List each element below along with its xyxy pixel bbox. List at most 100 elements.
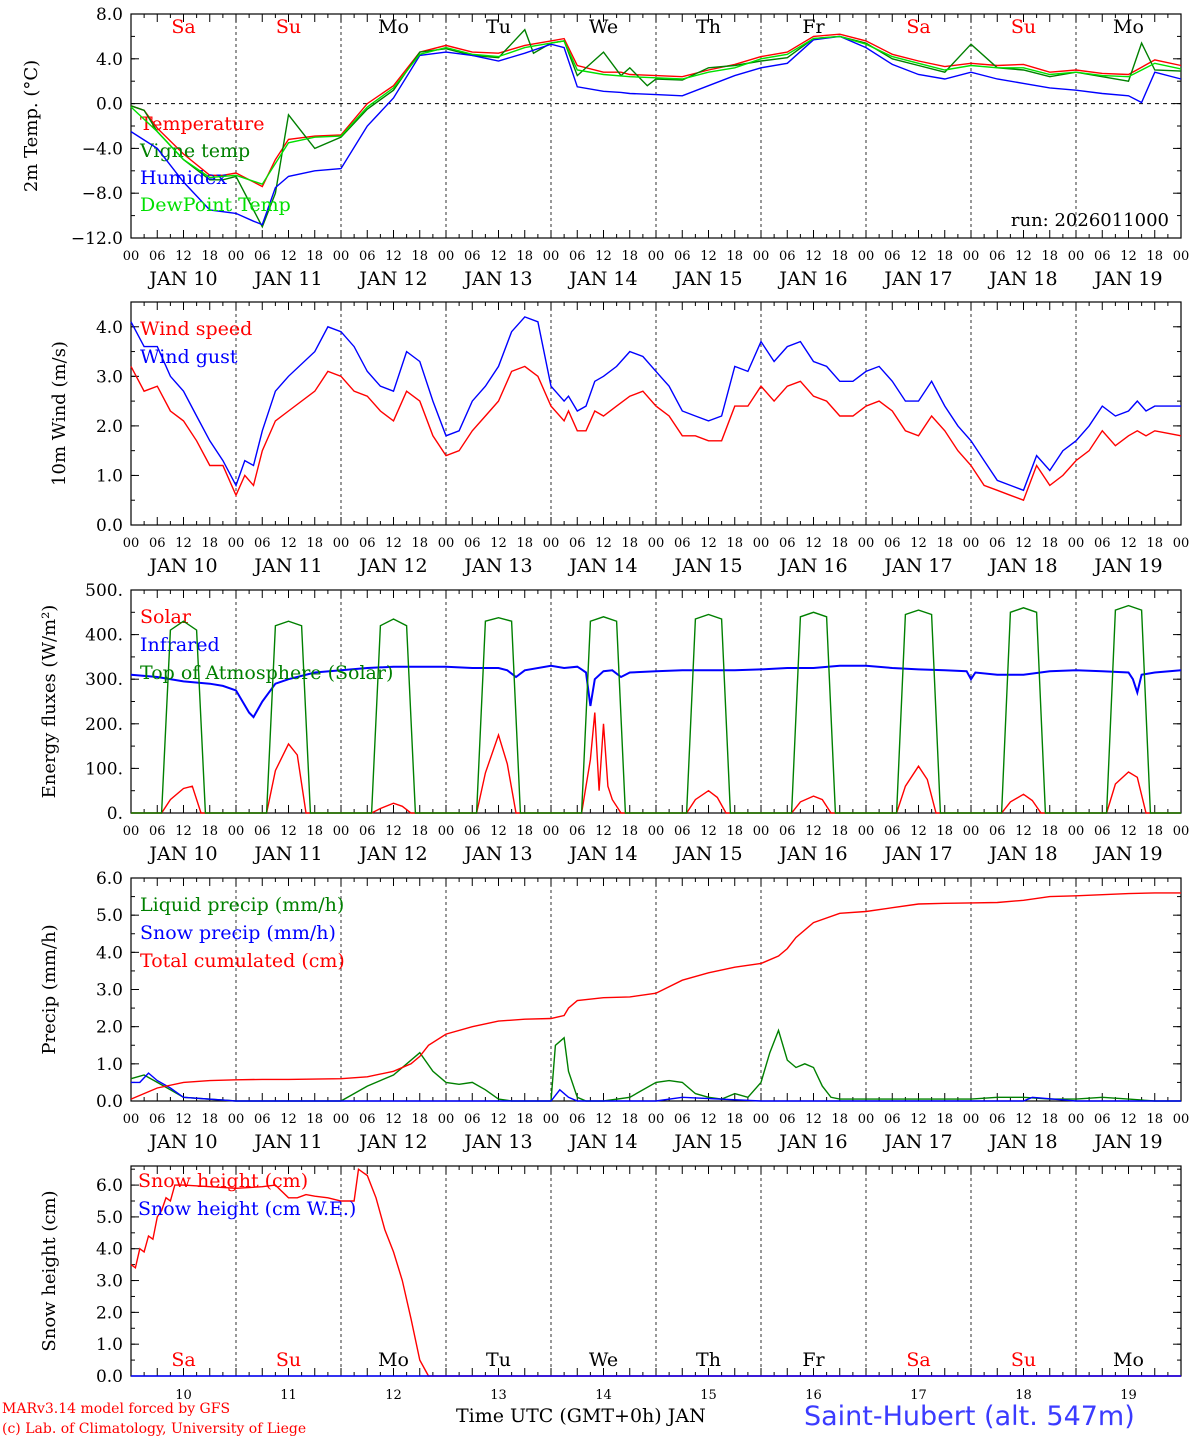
panel2-hour-label: 06 (674, 536, 691, 551)
panel2-hour-label: 18 (411, 536, 428, 551)
panel2-ytick-label: 1.0 (96, 466, 123, 486)
panel5-day-number: 18 (1015, 1388, 1032, 1403)
panel2-hour-label: 12 (1120, 536, 1137, 551)
panel1-hour-label: 12 (1120, 249, 1137, 264)
panel5-day-number: 13 (490, 1388, 507, 1403)
panel2-hour-label: 06 (569, 536, 586, 551)
panel2-hour-label: 00 (963, 536, 980, 551)
panel3-hour-label: 00 (123, 824, 140, 839)
panel1-weekday-label: Sa (906, 16, 930, 38)
panel1-hour-label: 06 (779, 249, 796, 264)
panel5-day-number: 17 (910, 1388, 927, 1403)
panel2-hour-label: 00 (1068, 536, 1085, 551)
panel4-hour-label: 06 (149, 1112, 166, 1127)
panel1-date-label: JAN 14 (567, 268, 637, 290)
panel4-hour-label: 00 (648, 1112, 665, 1127)
panel4-series-liquid-precip-mm-h- (130, 1028, 1181, 1102)
panel3-hour-label: 06 (254, 824, 271, 839)
panel3-date-label: JAN 15 (672, 843, 742, 865)
panel2-hour-label: 00 (333, 536, 350, 551)
panel3-hour-label: 18 (201, 824, 218, 839)
panel2-ytick-label: 0.0 (96, 516, 123, 536)
panel3-date-label: JAN 12 (357, 843, 427, 865)
panel4-hour-label: 00 (858, 1112, 875, 1127)
panel4-date-label: JAN 13 (462, 1131, 532, 1153)
panel1-weekday-label: Su (1011, 16, 1036, 38)
panel3-ylabel: Energy fluxes (W/m²) (39, 605, 60, 799)
panel4-hour-label: 06 (254, 1112, 271, 1127)
panel1-hour-label: 12 (805, 249, 822, 264)
panel5-weekday-label: Fr (802, 1349, 825, 1371)
panel2-hour-label: 18 (306, 536, 323, 551)
panel4-date-label: JAN 11 (252, 1131, 322, 1153)
panel4-date-label: JAN 12 (357, 1131, 427, 1153)
panel3-ytick-label: 100. (85, 759, 123, 779)
panel5-weekday-label: Th (696, 1349, 721, 1371)
panel2-date-label: JAN 18 (987, 555, 1057, 577)
panel3-date-label: JAN 17 (882, 843, 952, 865)
panel3-ytick-label: 0. (107, 804, 123, 824)
panel1-date-label: JAN 12 (357, 268, 427, 290)
panel4-hour-label: 00 (438, 1112, 455, 1127)
panel3-series-infrared (130, 664, 1182, 719)
panel3-hour-label: 00 (228, 824, 245, 839)
panel1-series-dewpoint-temp (130, 35, 1182, 186)
panel5-weekday-label: Su (1011, 1349, 1036, 1371)
panel3-hour-label: 12 (280, 824, 297, 839)
panel1-hour-label: 00 (753, 249, 770, 264)
panel1-hour-label: 18 (1146, 249, 1163, 264)
panel3-hour-label: 06 (779, 824, 796, 839)
panel2-hour-label: 12 (910, 536, 927, 551)
panel1-hour-label: 00 (648, 249, 665, 264)
panel3-series-top-of-atmosphere-solar- (131, 604, 1181, 814)
panel4-hour-label: 12 (805, 1112, 822, 1127)
panel4-hour-label: 06 (464, 1112, 481, 1127)
panel1-series-humidex (130, 35, 1182, 226)
panel4-date-label: JAN 16 (777, 1131, 847, 1153)
panel2-date-label: JAN 16 (777, 555, 847, 577)
panel4-hour-label: 06 (989, 1112, 1006, 1127)
panel4-hour-label: 06 (569, 1112, 586, 1127)
panel1-ytick-label: 0.0 (96, 95, 123, 115)
panel4-hour-label: 18 (516, 1112, 533, 1127)
panel3-hour-label: 12 (595, 824, 612, 839)
panel1-legend-item: Temperature (140, 113, 264, 135)
panel1-ytick-label: −8.0 (82, 184, 123, 204)
panel1-hour-label: 18 (201, 249, 218, 264)
panel1-date-label: JAN 19 (1092, 268, 1162, 290)
panel2-hour-label: 00 (123, 536, 140, 551)
panel3-hour-label: 18 (516, 824, 533, 839)
panel3-hour-label: 18 (936, 824, 953, 839)
panel2-series-wind-gust (130, 316, 1181, 492)
panel2-hour-label: 06 (779, 536, 796, 551)
panel1-hour-label: 00 (543, 249, 560, 264)
panel1-hour-label: 06 (149, 249, 166, 264)
panel4-ytick-label: 5.0 (96, 906, 123, 926)
panel4-hour-label: 06 (1094, 1112, 1111, 1127)
panel5-day-number: 12 (385, 1388, 402, 1403)
panel3-hour-label: 18 (726, 824, 743, 839)
panel1-hour-label: 12 (595, 249, 612, 264)
panel1-hour-label: 00 (228, 249, 245, 264)
panel2-date-label: JAN 13 (462, 555, 532, 577)
panel4-hour-label: 00 (963, 1112, 980, 1127)
panel2-hour-label: 00 (438, 536, 455, 551)
lab-credit: (c) Lab. of Climatology, University of L… (2, 1421, 307, 1437)
panel4-ytick-label: 1.0 (96, 1055, 123, 1075)
panel2-date-label: JAN 17 (882, 555, 952, 577)
panel5-ytick-label: 4.0 (96, 1240, 123, 1260)
panel4-hour-label: 18 (831, 1112, 848, 1127)
panel2-hour-label: 06 (359, 536, 376, 551)
panel4-hour-label: 18 (1146, 1112, 1163, 1127)
panel3-hour-label: 00 (1068, 824, 1085, 839)
panel4-hour-label: 12 (1120, 1112, 1137, 1127)
panel1-weekday-label: Sa (171, 16, 195, 38)
panel3-hour-label: 00 (963, 824, 980, 839)
panel2-hour-label: 12 (805, 536, 822, 551)
panel3-hour-label: 06 (149, 824, 166, 839)
panel4-hour-label: 18 (201, 1112, 218, 1127)
panel2-date-label: JAN 10 (147, 555, 217, 577)
station-name: Saint-Hubert (alt. 547m) (804, 1401, 1135, 1432)
panel1-weekday-label: Su (276, 16, 301, 38)
